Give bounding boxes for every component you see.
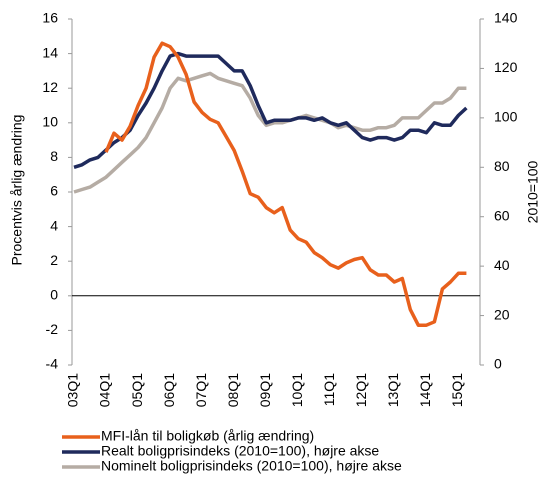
- y2-tick-label: 0: [494, 356, 502, 372]
- x-tick-label: 09Q1: [257, 373, 273, 407]
- x-tick-label: 13Q1: [385, 373, 401, 407]
- x-tick-label: 15Q1: [449, 373, 465, 407]
- y-tick-label: 14: [42, 44, 58, 60]
- x-tick-label: 07Q1: [193, 373, 209, 407]
- y2-tick-label: 40: [494, 257, 510, 273]
- y-tick-label: -2: [46, 321, 59, 337]
- series-line: [73, 51, 468, 169]
- y-tick-label: 4: [50, 217, 58, 233]
- y2-tick-label: 20: [494, 306, 510, 322]
- y-tick-label: 6: [50, 183, 58, 199]
- y-axis-label: Procentvis årlig ændring: [9, 115, 25, 266]
- y-tick-label: -4: [46, 356, 59, 372]
- series-line: [104, 41, 467, 327]
- x-tick-label: 04Q1: [97, 373, 113, 407]
- y2-axis-label: 2010=100: [525, 160, 541, 223]
- y-tick-label: 2: [50, 252, 58, 268]
- y-tick-label: 0: [50, 287, 58, 303]
- y-tick-label: 12: [42, 79, 58, 95]
- x-tick-label: 03Q1: [65, 373, 81, 407]
- x-tick-label: 10Q1: [289, 373, 305, 407]
- y2-tick-label: 140: [494, 10, 518, 26]
- legend-label: MFI-lån til boligkøb (årlig ændring): [101, 428, 314, 444]
- y2-tick-label: 100: [494, 109, 518, 125]
- y2-tick-label: 60: [494, 207, 510, 223]
- series-line: [73, 71, 467, 194]
- x-tick-label: 05Q1: [129, 373, 145, 407]
- legend-label: Realt boligprisindeks (2010=100), højre …: [101, 443, 379, 459]
- y2-tick-label: 120: [494, 59, 518, 75]
- legend-label: Nominelt boligprisindeks (2010=100), høj…: [101, 458, 402, 474]
- x-tick-label: 12Q1: [353, 373, 369, 407]
- y2-tick-label: 80: [494, 158, 510, 174]
- x-tick-label: 06Q1: [161, 373, 177, 407]
- y-tick-label: 8: [50, 148, 58, 164]
- x-tick-label: 08Q1: [225, 373, 241, 407]
- x-tick-label: 14Q1: [417, 373, 433, 407]
- y-tick-label: 10: [42, 114, 58, 130]
- x-tick-label: 11Q1: [321, 373, 337, 406]
- y-tick-label: 16: [42, 10, 58, 26]
